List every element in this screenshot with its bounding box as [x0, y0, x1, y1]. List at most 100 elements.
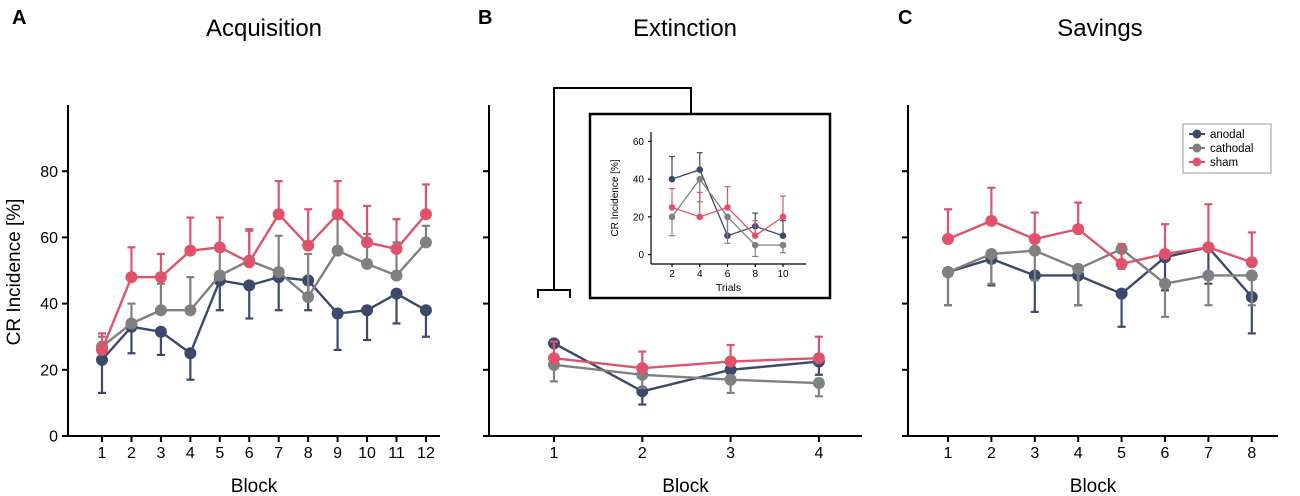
- legend-label-cathodal: cathodal: [1210, 143, 1253, 155]
- data-point-anodal: [1115, 287, 1128, 300]
- data-point-anodal: [724, 363, 737, 376]
- x-tick-label: 2: [987, 445, 996, 462]
- series-line-anodal: [553, 342, 820, 393]
- data-point-anodal: [184, 347, 197, 360]
- data-point-sham: [154, 271, 167, 284]
- data-point-sham: [779, 213, 787, 221]
- data-point-sham: [213, 241, 226, 254]
- panel-c-savings: 1 2 3 4 5 6 7 8 Block: [902, 105, 1278, 496]
- data-point-anodal: [96, 353, 108, 366]
- data-point-sham: [1115, 257, 1128, 270]
- data-point-sham: [751, 232, 759, 240]
- y-tick-label: 60: [40, 230, 58, 247]
- x-tick-label: 12: [417, 445, 435, 462]
- data-point-cathodal: [1028, 244, 1041, 257]
- data-point-cathodal: [213, 269, 226, 282]
- series-line-sham: [553, 357, 819, 370]
- x-tick-label: 3: [1030, 445, 1039, 462]
- data-point-sham: [361, 236, 374, 249]
- legend: anodal cathodal sham: [1182, 123, 1272, 174]
- series-sham: [548, 335, 825, 375]
- panel-b-extinction: 1 2 3 4 Block: [483, 105, 862, 496]
- panel-letter-a: A: [12, 7, 26, 29]
- data-point-cathodal: [154, 304, 167, 317]
- y-axis-label: CR Incidence [%]: [610, 159, 621, 236]
- data-point-cathodal: [419, 236, 432, 249]
- x-axis-label: Block: [662, 476, 709, 496]
- data-point-sham: [985, 214, 998, 227]
- data-point-anodal: [390, 287, 403, 300]
- panel-letter-c: C: [898, 7, 912, 29]
- x-tick-label: 1: [944, 445, 953, 462]
- x-tick-label: 5: [1117, 445, 1126, 462]
- x-tick-label: 2: [638, 445, 647, 462]
- data-point-sham: [184, 244, 197, 257]
- data-point-cathodal: [272, 266, 285, 279]
- legend-label-sham: sham: [1210, 157, 1238, 169]
- data-point-sham: [812, 352, 825, 365]
- panel-b-inset: 0 20 40 60 2 4 6 8 10 Trials CR Incidence [%]: [610, 132, 806, 294]
- data-point-anodal: [243, 279, 256, 292]
- series-line-anodal: [101, 275, 427, 361]
- x-tick-label: 6: [245, 445, 254, 462]
- x-tick-label: 7: [1204, 445, 1213, 462]
- data-point-sham: [272, 208, 285, 221]
- x-tick-label: 8: [304, 445, 313, 462]
- data-point-cathodal: [331, 244, 344, 257]
- x-tick-label: 3: [726, 445, 735, 462]
- data-point-cathodal: [1159, 277, 1171, 290]
- x-tick-label: 2: [127, 445, 136, 462]
- data-point-cathodal: [1245, 269, 1258, 282]
- y-tick-label: 0: [49, 429, 58, 446]
- series-cathodal: [548, 358, 825, 398]
- data-point-cathodal: [985, 247, 998, 260]
- x-axis-label: Block: [231, 476, 278, 496]
- x-tick-label: 6: [725, 269, 731, 280]
- data-point-sham: [636, 362, 649, 375]
- data-point-cathodal: [942, 266, 954, 279]
- series-line-cathodal: [553, 363, 819, 385]
- data-point-sham: [548, 352, 560, 365]
- x-tick-label: 4: [814, 445, 823, 462]
- data-point-cathodal: [668, 213, 676, 221]
- panel-letter-b: B: [478, 7, 492, 29]
- series-anodal: [548, 337, 825, 406]
- x-axis-label: Block: [1070, 476, 1117, 496]
- title-acquisition: Acquisition: [206, 15, 322, 42]
- data-point-sham: [302, 239, 315, 252]
- data-point-sham: [696, 213, 704, 221]
- series-line-sham: [947, 219, 1253, 266]
- data-point-cathodal: [390, 269, 403, 282]
- legend-label-anodal: anodal: [1210, 129, 1245, 141]
- data-point-sham: [419, 208, 432, 221]
- x-tick-label: 2: [669, 269, 675, 280]
- x-tick-label: 4: [186, 445, 195, 462]
- data-point-cathodal: [779, 241, 787, 249]
- data-point-sham: [1028, 233, 1041, 246]
- y-tick-label: 40: [633, 175, 645, 186]
- x-tick-label: 10: [358, 445, 376, 462]
- data-point-sham: [1072, 223, 1085, 236]
- data-point-anodal: [419, 304, 432, 317]
- data-point-anodal: [331, 307, 344, 320]
- x-tick-label: 4: [1074, 445, 1083, 462]
- x-tick-label: 9: [333, 445, 342, 462]
- data-point-cathodal: [751, 241, 759, 249]
- data-point-cathodal: [1072, 262, 1085, 275]
- title-extinction: Extinction: [633, 15, 737, 42]
- x-tick-label: 8: [752, 269, 758, 280]
- data-point-cathodal: [1202, 269, 1215, 282]
- data-point-sham: [1159, 247, 1171, 260]
- data-point-anodal: [361, 304, 374, 317]
- data-point-cathodal: [125, 317, 138, 330]
- y-tick-label: 0: [638, 250, 644, 261]
- x-tick-label: 5: [215, 445, 224, 462]
- y-tick-label: 40: [40, 296, 58, 313]
- data-point-cathodal: [696, 175, 704, 183]
- x-tick-label: 6: [1161, 445, 1170, 462]
- data-point-sham: [668, 204, 676, 211]
- x-tick-label: 1: [550, 445, 559, 462]
- data-point-sham: [96, 343, 108, 356]
